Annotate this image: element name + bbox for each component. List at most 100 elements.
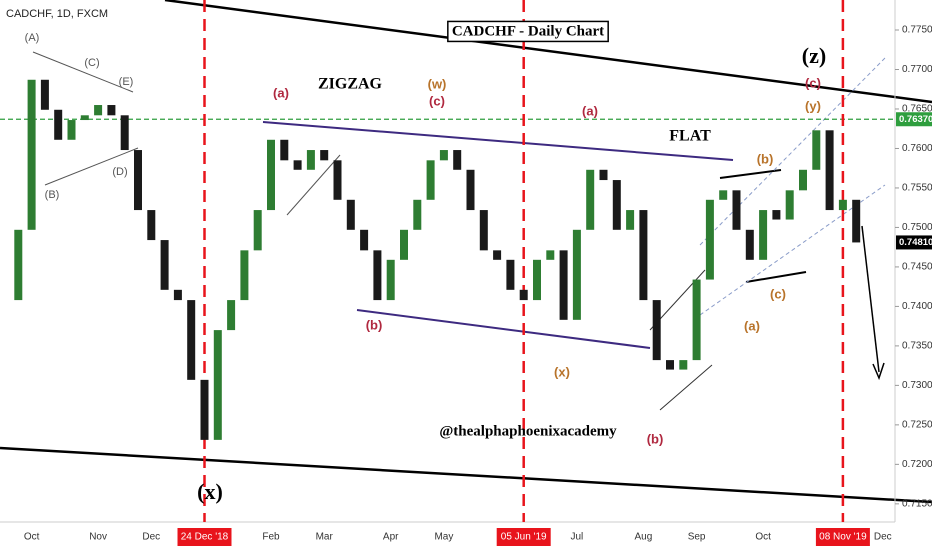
candle — [852, 199, 861, 243]
title-box — [447, 20, 609, 43]
candle — [346, 199, 355, 230]
candle — [732, 190, 741, 230]
candle — [453, 150, 462, 170]
annotation: (a) — [273, 85, 289, 100]
x-tick-label: Apr — [383, 532, 399, 543]
annotation: (b) — [757, 151, 774, 166]
x-tick-label: Oct — [755, 532, 771, 543]
annotation: (E) — [119, 76, 134, 88]
annotation: (c) — [429, 93, 445, 108]
annotation: (z) — [802, 43, 826, 68]
candle — [639, 210, 648, 301]
annotation: (a) — [744, 318, 760, 333]
candle — [320, 150, 329, 161]
candle — [200, 379, 209, 440]
candle — [253, 210, 262, 251]
drawings — [0, 0, 932, 523]
candle — [373, 250, 382, 301]
date-marker-box — [177, 528, 232, 546]
candle — [173, 289, 182, 301]
annotation: (D) — [112, 166, 127, 178]
symbol-label: CADCHF, 1D, FXCM — [6, 8, 108, 20]
candle — [134, 150, 142, 211]
candle — [160, 240, 169, 290]
date-marker-box — [496, 528, 551, 546]
candle — [413, 199, 422, 230]
annotation: (c) — [770, 286, 786, 301]
candle — [559, 250, 568, 320]
annotation: (b) — [366, 317, 383, 332]
candle — [825, 130, 834, 211]
y-tick-label: 0.77500 — [902, 25, 932, 36]
candle — [838, 199, 847, 211]
candle — [439, 150, 448, 161]
annotation: FLAT — [669, 128, 711, 145]
candle — [240, 250, 249, 301]
candle — [599, 169, 608, 181]
candle — [280, 139, 289, 161]
candle — [267, 139, 275, 211]
annotation: ZIGZAG — [318, 76, 383, 93]
candle — [652, 300, 661, 361]
candle — [466, 169, 475, 211]
candle — [213, 330, 222, 440]
candle — [679, 360, 688, 370]
chart-title: CADCHF - Daily Chart — [452, 23, 604, 39]
x-tick-label: Jul — [571, 532, 584, 543]
annotation: (A) — [25, 32, 40, 44]
x-tick-label: Sep — [688, 532, 706, 543]
x-tick-label: 24 Dec '18 — [181, 532, 229, 543]
x-tick-label: Mar — [316, 532, 334, 543]
x-tick-label: 08 Nov '19 — [819, 532, 867, 543]
candle — [27, 79, 36, 230]
last-price-tag — [896, 235, 932, 250]
candle — [719, 190, 728, 200]
candle — [386, 259, 395, 301]
candle — [506, 259, 515, 290]
x-tick-label: Dec — [142, 532, 160, 543]
candle — [533, 259, 541, 301]
candle — [40, 79, 49, 110]
candle — [94, 105, 103, 116]
candle — [80, 115, 89, 121]
candle — [785, 190, 794, 220]
candle — [812, 130, 821, 170]
candle — [54, 109, 63, 140]
last-price-tag-label: 0.74810 — [899, 237, 932, 248]
annotation: (C) — [84, 57, 99, 69]
candle — [586, 169, 595, 230]
candle — [705, 199, 714, 280]
candle — [400, 229, 408, 260]
candle — [107, 105, 116, 116]
candle — [333, 160, 342, 200]
annotation: @thealphaphoenixacademy — [439, 423, 617, 439]
candle — [14, 229, 23, 301]
candle — [759, 210, 768, 260]
candle — [227, 300, 236, 331]
x-tick-label: Oct — [24, 532, 40, 543]
candle — [692, 279, 701, 361]
candle — [799, 169, 807, 191]
candle — [745, 229, 754, 260]
x-tick-label: Aug — [635, 532, 653, 543]
annotation: (c) — [805, 75, 821, 90]
candle — [612, 180, 621, 230]
candle — [519, 289, 528, 301]
candle — [572, 229, 581, 320]
candle — [626, 210, 635, 230]
level-price-tag-label: 0.76370 — [899, 114, 932, 125]
candle — [293, 160, 302, 170]
annotation: (x) — [554, 364, 570, 379]
annotation: (x) — [197, 479, 223, 504]
annotation: (w) — [428, 76, 447, 91]
candle — [546, 250, 555, 260]
candle — [306, 150, 315, 170]
